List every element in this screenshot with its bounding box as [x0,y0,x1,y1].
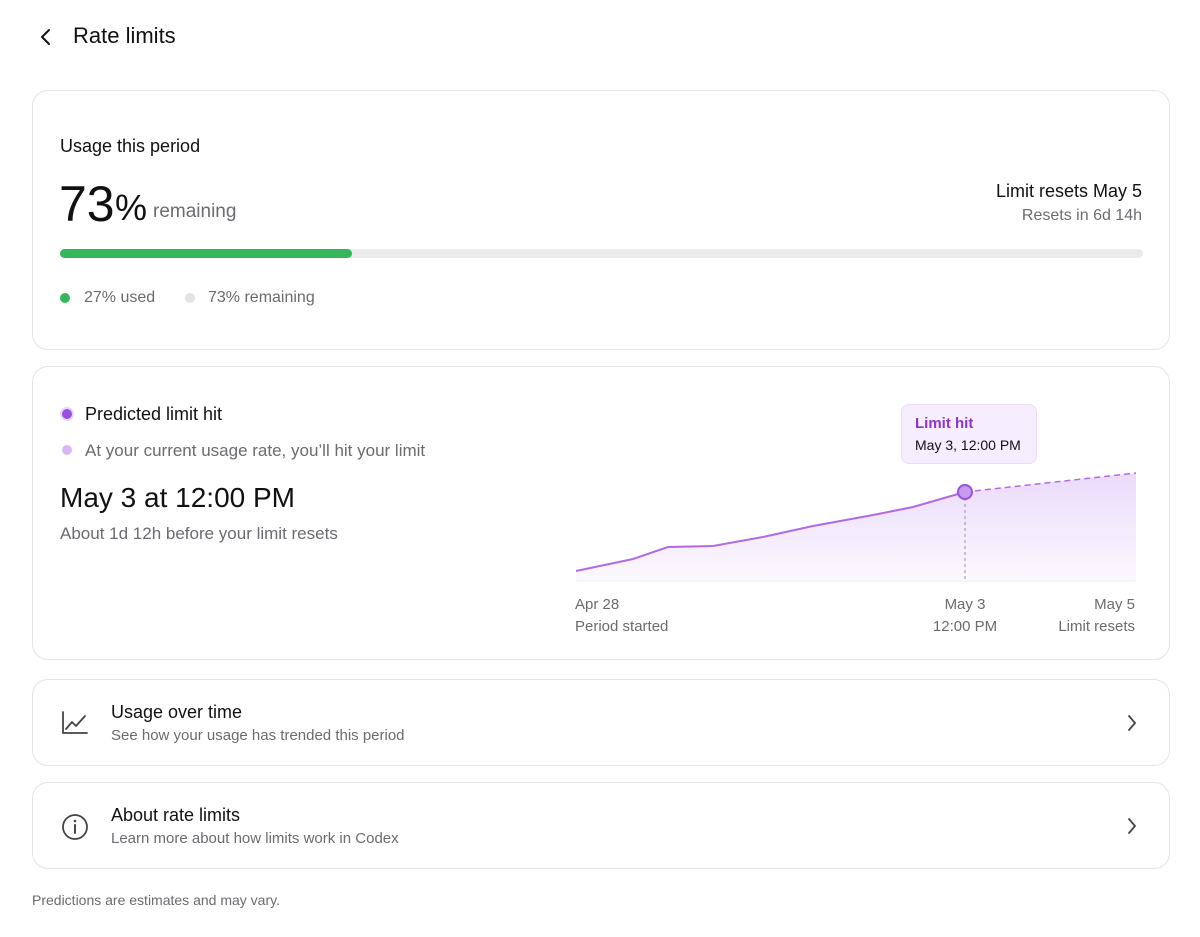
link-subtitle: See how your usage has trended this peri… [111,727,405,744]
prediction-description: At your current usage rate, you’ll hit y… [85,441,426,460]
chevron [1128,818,1137,834]
usage-heading: Usage this period [60,136,201,156]
remaining-value: 73 [59,176,115,232]
prediction-card: Predicted limit hit At your current usag… [32,366,1170,660]
tooltip-time: May 3, 12:00 PM [915,437,1021,453]
status-dot [62,409,72,419]
axis-caption: Period started [575,618,669,635]
prediction-note: About 1d 12h before your limit resets [60,524,338,543]
remaining-unit: % [115,187,148,228]
reset-title: Limit resets May 5 [995,181,1142,201]
info-icon [62,814,88,840]
legend-remaining: 73% remaining [208,289,315,306]
axis-caption: Limit resets [1058,618,1135,635]
status-dot [62,445,72,455]
link-title: Usage over time [111,702,243,722]
remaining-word: remaining [153,201,237,222]
link-row[interactable]: Usage over time See how your usage has t… [32,679,1170,766]
link-subtitle: Learn more about how limits work in Code… [111,830,399,847]
page-title: Rate limits [73,23,176,48]
progress-track [60,249,1143,258]
tooltip: Limit hit May 3, 12:00 PM [901,404,1037,464]
prediction-date: May 3 at 12:00 PM [60,482,296,513]
axis-date: May 5 [1094,596,1135,613]
chart-icon [62,711,88,734]
progress-used [60,249,353,258]
tooltip-title: Limit hit [915,415,974,432]
usage-card: Usage this period 73 % remaining Limit r… [32,90,1170,350]
legend-dot [185,293,195,303]
axis-date: Apr 28 [575,596,620,613]
prediction-heading: Predicted limit hit [85,404,223,424]
link-row[interactable]: About rate limits Learn more about how l… [32,782,1170,869]
axis-caption: 12:00 PM [932,618,998,635]
chevron [1128,715,1137,731]
back-button[interactable] [36,27,56,47]
link-title: About rate limits [111,805,241,825]
footer-note: Predictions are estimates and may vary. [32,892,280,908]
usage-sparkline [575,472,1137,582]
legend-dot [60,293,70,303]
legend-used: 27% used [84,289,156,306]
axis-date: May 3 [944,596,986,613]
reset-countdown: Resets in 6d 14h [1021,207,1142,224]
